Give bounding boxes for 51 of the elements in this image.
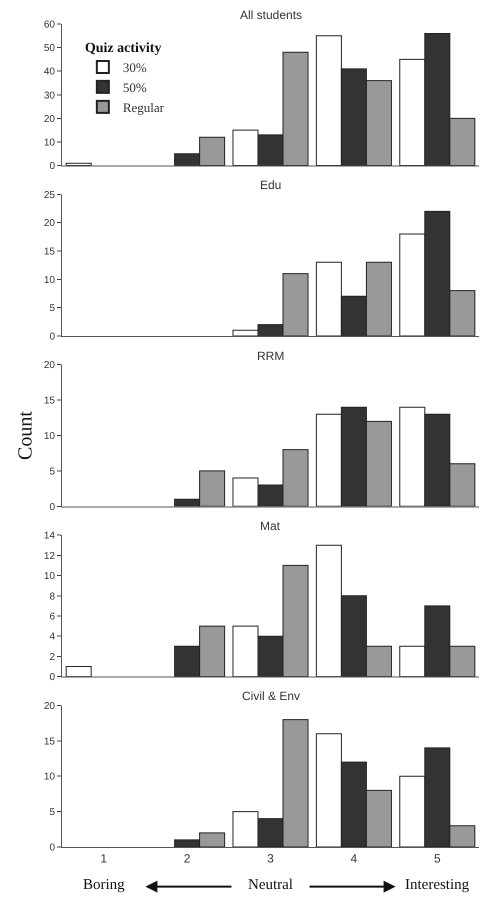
- y-tick-label: 40: [44, 66, 56, 78]
- y-tick-label: 10: [44, 571, 56, 582]
- bar: [66, 666, 92, 677]
- chart-title: Mat: [260, 519, 281, 533]
- chart-title: Edu: [260, 178, 282, 192]
- chart-title: Civil & Env: [242, 689, 300, 703]
- y-tick-label: 20: [44, 218, 56, 230]
- y-tick-label: 0: [49, 161, 56, 172]
- y-tick-label: 0: [49, 502, 56, 513]
- y-tick-label: 60: [44, 20, 56, 30]
- y-tick-label: 14: [44, 530, 56, 542]
- y-tick-label: 0: [49, 331, 56, 342]
- y-tick-label: 0: [49, 842, 56, 854]
- y-tick-label: 15: [44, 396, 56, 407]
- y-tick-label: 4: [49, 632, 56, 643]
- y-tick-label: 20: [44, 700, 56, 712]
- chart-title: All students: [240, 8, 302, 22]
- y-tick-label: 0: [49, 672, 56, 684]
- bar: [66, 162, 92, 166]
- text: Neutral: [248, 877, 293, 893]
- y-tick-label: 6: [49, 611, 56, 622]
- y-tick-label: 15: [44, 246, 56, 258]
- y-tick-label: 2: [49, 652, 56, 663]
- legend-label: Regular: [122, 100, 165, 115]
- y-tick-label: 8: [49, 591, 56, 602]
- chart-title: RRM: [257, 349, 284, 363]
- legend-label: 30%: [122, 60, 147, 76]
- legend-label: 50%: [122, 80, 147, 95]
- y-tick-label: 30: [44, 90, 56, 102]
- y-tick-label: 25: [44, 190, 56, 201]
- y-tick-label: 10: [44, 772, 56, 783]
- y-tick-label: 20: [44, 114, 56, 125]
- y-tick-label: 5: [49, 303, 56, 314]
- x-tick-label: 1: [100, 851, 108, 866]
- legend-title: Quiz activity: [84, 41, 162, 56]
- y-tick-label: 20: [44, 360, 56, 372]
- y-tick-label: 15: [44, 736, 56, 748]
- y-tick-label: 10: [44, 137, 56, 148]
- x-tick-label: 5: [434, 851, 441, 866]
- y-tick-label: 5: [49, 807, 56, 818]
- y-tick-label: 5: [49, 466, 56, 478]
- y-tick-label: 10: [44, 274, 56, 286]
- y-tick-label: 50: [44, 43, 56, 54]
- y-axis-title: Count: [14, 410, 36, 460]
- text: Boring: [83, 877, 126, 893]
- y-tick-label: 10: [44, 431, 56, 442]
- x-tick-label: 4: [350, 851, 358, 866]
- x-tick-label: 2: [184, 851, 191, 866]
- y-tick-label: 12: [44, 550, 56, 562]
- x-tick-label: 3: [267, 851, 274, 866]
- text: Interesting: [405, 877, 470, 893]
